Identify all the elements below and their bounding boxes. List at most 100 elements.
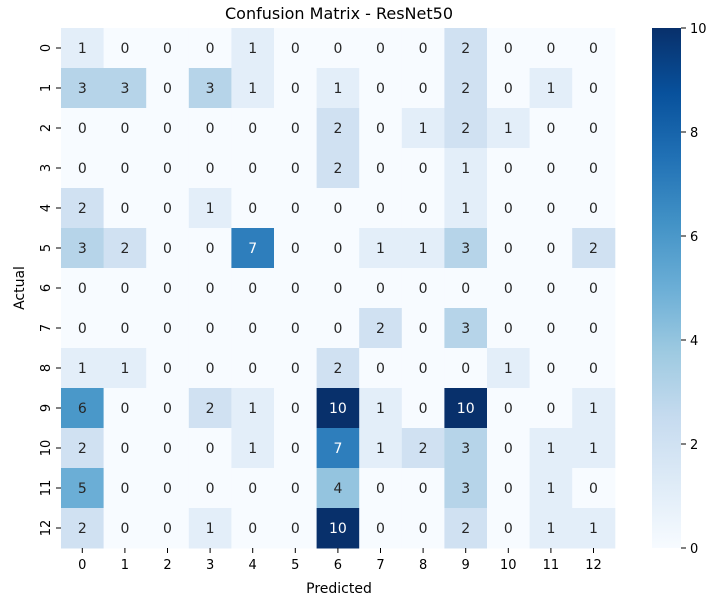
cell-value-r11-c1: 0 — [120, 481, 129, 497]
heatmap-cell-r0-c9 — [444, 28, 488, 69]
heatmap-cell-r1-c11 — [529, 68, 573, 109]
heatmap-cell-r8-c6 — [316, 348, 360, 389]
cell-value-r2-c9: 2 — [461, 121, 470, 137]
x-tick-label-0: 0 — [78, 558, 86, 573]
cell-value-r10-c7: 1 — [376, 441, 385, 457]
heatmap-cell-r7-c1 — [103, 308, 147, 349]
heatmap-cell-r12-c5 — [274, 508, 318, 549]
heatmap-cell-r8-c9 — [444, 348, 488, 389]
heatmap-cell-r8-c8 — [401, 348, 445, 389]
heatmap-cell-r2-c8 — [401, 108, 445, 149]
cell-value-r9-c7: 1 — [376, 401, 385, 417]
cell-value-r8-c0: 1 — [78, 361, 87, 377]
heatmap-cell-r6-c9 — [444, 268, 488, 309]
cell-value-r6-c0: 0 — [78, 281, 87, 297]
colorbar-tick-label-4: 4 — [690, 334, 698, 349]
cell-value-r12-c11: 1 — [546, 521, 555, 537]
cell-value-r12-c5: 0 — [291, 521, 300, 537]
cell-value-r12-c9: 2 — [461, 521, 470, 537]
cell-value-r4-c0: 2 — [78, 201, 87, 217]
heatmap-cell-r11-c6 — [316, 468, 360, 509]
cell-value-r9-c12: 1 — [589, 401, 598, 417]
heatmap-cell-r6-c1 — [103, 268, 147, 309]
cell-value-r5-c6: 0 — [333, 241, 342, 257]
y-tick-label-5: 5 — [39, 244, 54, 252]
cell-value-r4-c3: 1 — [206, 201, 215, 217]
cell-value-r6-c7: 0 — [376, 281, 385, 297]
heatmap-cell-r7-c3 — [188, 308, 232, 349]
cell-value-r1-c3: 3 — [206, 81, 215, 97]
cell-value-r1-c5: 0 — [291, 81, 300, 97]
heatmap-cell-r4-c0 — [61, 188, 105, 229]
heatmap-cell-r6-c8 — [401, 268, 445, 309]
cell-value-r8-c12: 0 — [589, 361, 598, 377]
heatmap-cell-r1-c12 — [572, 68, 616, 109]
heatmap-cell-r8-c1 — [103, 348, 147, 389]
x-tick-label-11: 11 — [543, 558, 560, 573]
heatmap-cell-r4-c9 — [444, 188, 488, 229]
heatmap-cell-r6-c0 — [61, 268, 105, 309]
heatmap-cell-r5-c8 — [401, 228, 445, 269]
cell-value-r3-c8: 0 — [419, 161, 428, 177]
heatmap-cell-r10-c2 — [146, 428, 190, 469]
heatmap-cell-r0-c5 — [274, 28, 318, 69]
heatmap-cell-r8-c5 — [274, 348, 318, 389]
heatmap-cell-r7-c8 — [401, 308, 445, 349]
heatmap-cell-r0-c0 — [61, 28, 105, 69]
heatmap-cell-r12-c10 — [487, 508, 531, 549]
y-tick-label-8: 8 — [39, 364, 54, 372]
heatmap-cell-r0-c2 — [146, 28, 190, 69]
cell-value-r11-c12: 0 — [589, 481, 598, 497]
heatmap-cell-r3-c6 — [316, 148, 360, 189]
heatmap-cell-r9-c11 — [529, 388, 573, 429]
cell-value-r5-c8: 1 — [419, 241, 428, 257]
cell-value-r7-c0: 0 — [78, 321, 87, 337]
heatmap-cell-r2-c10 — [487, 108, 531, 149]
cell-value-r11-c9: 3 — [461, 481, 470, 497]
cell-value-r8-c5: 0 — [291, 361, 300, 377]
cell-value-r12-c4: 0 — [248, 521, 257, 537]
heatmap-cell-r9-c12 — [572, 388, 616, 429]
heatmap-cell-r3-c12 — [572, 148, 616, 189]
cell-value-r9-c4: 1 — [248, 401, 257, 417]
heatmap-cell-r8-c7 — [359, 348, 403, 389]
heatmap-cells: 1 0 0 0 1 0 0 0 0 2 0 0 03 3 0 3 1 0 1 0 0 2 0 1 00 0 0 0 0 0 2 0 1 2 1 0 00… — [61, 28, 616, 549]
cell-value-r0-c8: 0 — [419, 41, 428, 57]
heatmap-cell-r2-c3 — [188, 108, 232, 149]
heatmap-cell-r11-c0 — [61, 468, 105, 509]
heatmap-cell-r3-c3 — [188, 148, 232, 189]
y-tick-label-2: 2 — [39, 124, 54, 132]
cell-value-r2-c6: 2 — [333, 121, 342, 137]
heatmap-cell-r0-c3 — [188, 28, 232, 69]
heatmap-cell-r3-c11 — [529, 148, 573, 189]
heatmap-cell-r11-c9 — [444, 468, 488, 509]
heatmap-cell-r11-c10 — [487, 468, 531, 509]
cell-value-r0-c3: 0 — [206, 41, 215, 57]
cell-value-r8-c3: 0 — [206, 361, 215, 377]
cell-value-r4-c8: 0 — [419, 201, 428, 217]
heatmap-cell-r8-c10 — [487, 348, 531, 389]
cell-value-r0-c11: 0 — [546, 41, 555, 57]
cell-value-r10-c3: 0 — [206, 441, 215, 457]
cell-value-r11-c7: 0 — [376, 481, 385, 497]
x-tick-label-6: 6 — [334, 558, 342, 573]
heatmap-cell-r3-c9 — [444, 148, 488, 189]
heatmap-cell-r3-c5 — [274, 148, 318, 189]
heatmap-cell-r3-c7 — [359, 148, 403, 189]
cell-value-r2-c11: 0 — [546, 121, 555, 137]
cell-value-r2-c10: 1 — [504, 121, 513, 137]
heatmap-cell-r11-c11 — [529, 468, 573, 509]
heatmap-cell-r11-c2 — [146, 468, 190, 509]
cell-value-r0-c1: 0 — [120, 41, 129, 57]
cell-value-r11-c0: 5 — [78, 481, 87, 497]
cell-value-r0-c0: 1 — [78, 41, 87, 57]
heatmap-cell-r10-c10 — [487, 428, 531, 469]
cell-value-r8-c8: 0 — [419, 361, 428, 377]
heatmap-cell-r11-c3 — [188, 468, 232, 509]
cell-value-r12-c8: 0 — [419, 521, 428, 537]
heatmap-cell-r1-c10 — [487, 68, 531, 109]
heatmap-cell-r11-c7 — [359, 468, 403, 509]
heatmap-cell-r6-c11 — [529, 268, 573, 309]
colorbar-ticks: 0 2 4 6 8 10 — [681, 22, 707, 557]
